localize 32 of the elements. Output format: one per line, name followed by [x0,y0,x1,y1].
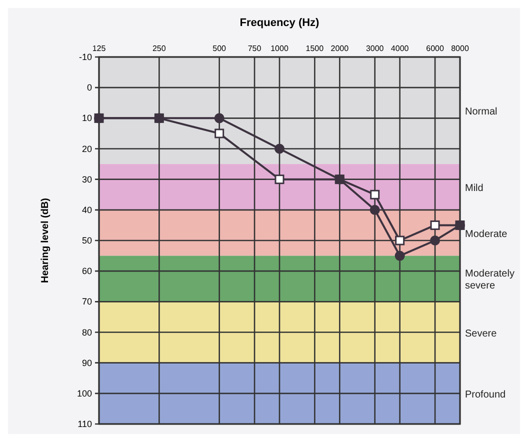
x-tick-label: 250 [152,44,166,53]
y-tick-label: 0 [86,82,92,93]
x-tick-label: 125 [92,44,106,53]
x-tick-label: 750 [248,44,262,53]
y-tick-label: 40 [82,204,92,215]
y-tick-label: 110 [78,419,92,429]
band-label: Profound [465,389,506,400]
band-label: Mild [465,182,484,194]
x-tick-label: 3000 [366,44,384,53]
x-tick-label: 4000 [390,44,410,53]
x-tick-label: 500 [212,44,227,53]
y-tick-label: 50 [82,236,92,246]
x-tick-label: 2000 [330,44,350,53]
x-axis-title: Frequency (Hz) [240,17,320,29]
x-tick-label: 6000 [426,44,444,53]
x-tick-label: 1500 [306,44,324,53]
y-axis-title: Hearing level (dB) [40,198,51,284]
x-tick-label: 8000 [451,44,470,53]
y-tick-label: 60 [82,266,92,276]
band-label: Moderate [465,228,508,240]
band-label: Moderately severe [465,268,514,292]
y-tick-label: 90 [82,358,92,368]
y-tick-label: 80 [82,327,92,338]
band-label: Normal [465,106,498,118]
band-label: Severe [465,328,498,340]
x-tick-label: 1000 [270,44,289,53]
y-tick-label: 20 [82,144,92,154]
y-tick-label: -10 [78,52,92,62]
y-tick-label: 10 [82,113,92,124]
y-tick-label: 70 [82,296,92,307]
y-tick-label: 100 [76,388,92,398]
y-tick-label: 30 [82,174,92,184]
